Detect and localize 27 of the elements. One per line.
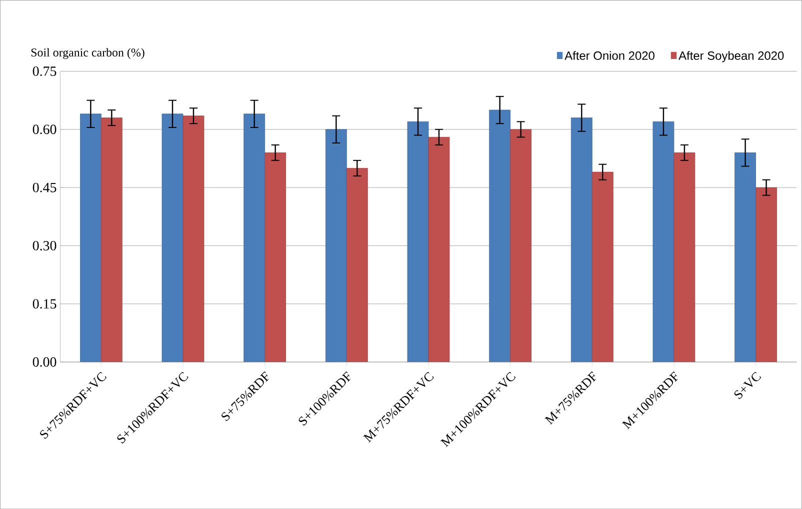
- legend-label: After Soybean 2020: [678, 50, 784, 62]
- bar: [592, 172, 614, 362]
- y-tick-label: 0.00: [32, 357, 56, 367]
- bar: [734, 152, 756, 362]
- y-tick-label: 0.30: [32, 240, 56, 250]
- bar: [325, 129, 347, 362]
- y-tick-label: 0.75: [32, 66, 56, 76]
- y-tick-label: 0.15: [32, 299, 56, 308]
- y-tick-label: 0.45: [32, 182, 56, 192]
- bar: [489, 110, 511, 362]
- bar: [407, 121, 429, 362]
- bar: [264, 152, 286, 362]
- bar: [570, 117, 592, 362]
- legend-label: After Onion 2020: [564, 50, 654, 60]
- bar: [756, 187, 777, 362]
- y-tick-label: 0.60: [32, 124, 56, 134]
- bar: [100, 117, 122, 362]
- bar: [80, 114, 102, 362]
- y-axis-title: Soil organic carbon (%): [31, 48, 144, 59]
- bar: [182, 116, 204, 362]
- bar: [162, 114, 184, 362]
- bar: [244, 114, 266, 362]
- bar: [346, 168, 368, 362]
- bar: [652, 121, 674, 362]
- bar: [510, 129, 532, 362]
- bar: [428, 136, 450, 362]
- bar: [674, 152, 696, 362]
